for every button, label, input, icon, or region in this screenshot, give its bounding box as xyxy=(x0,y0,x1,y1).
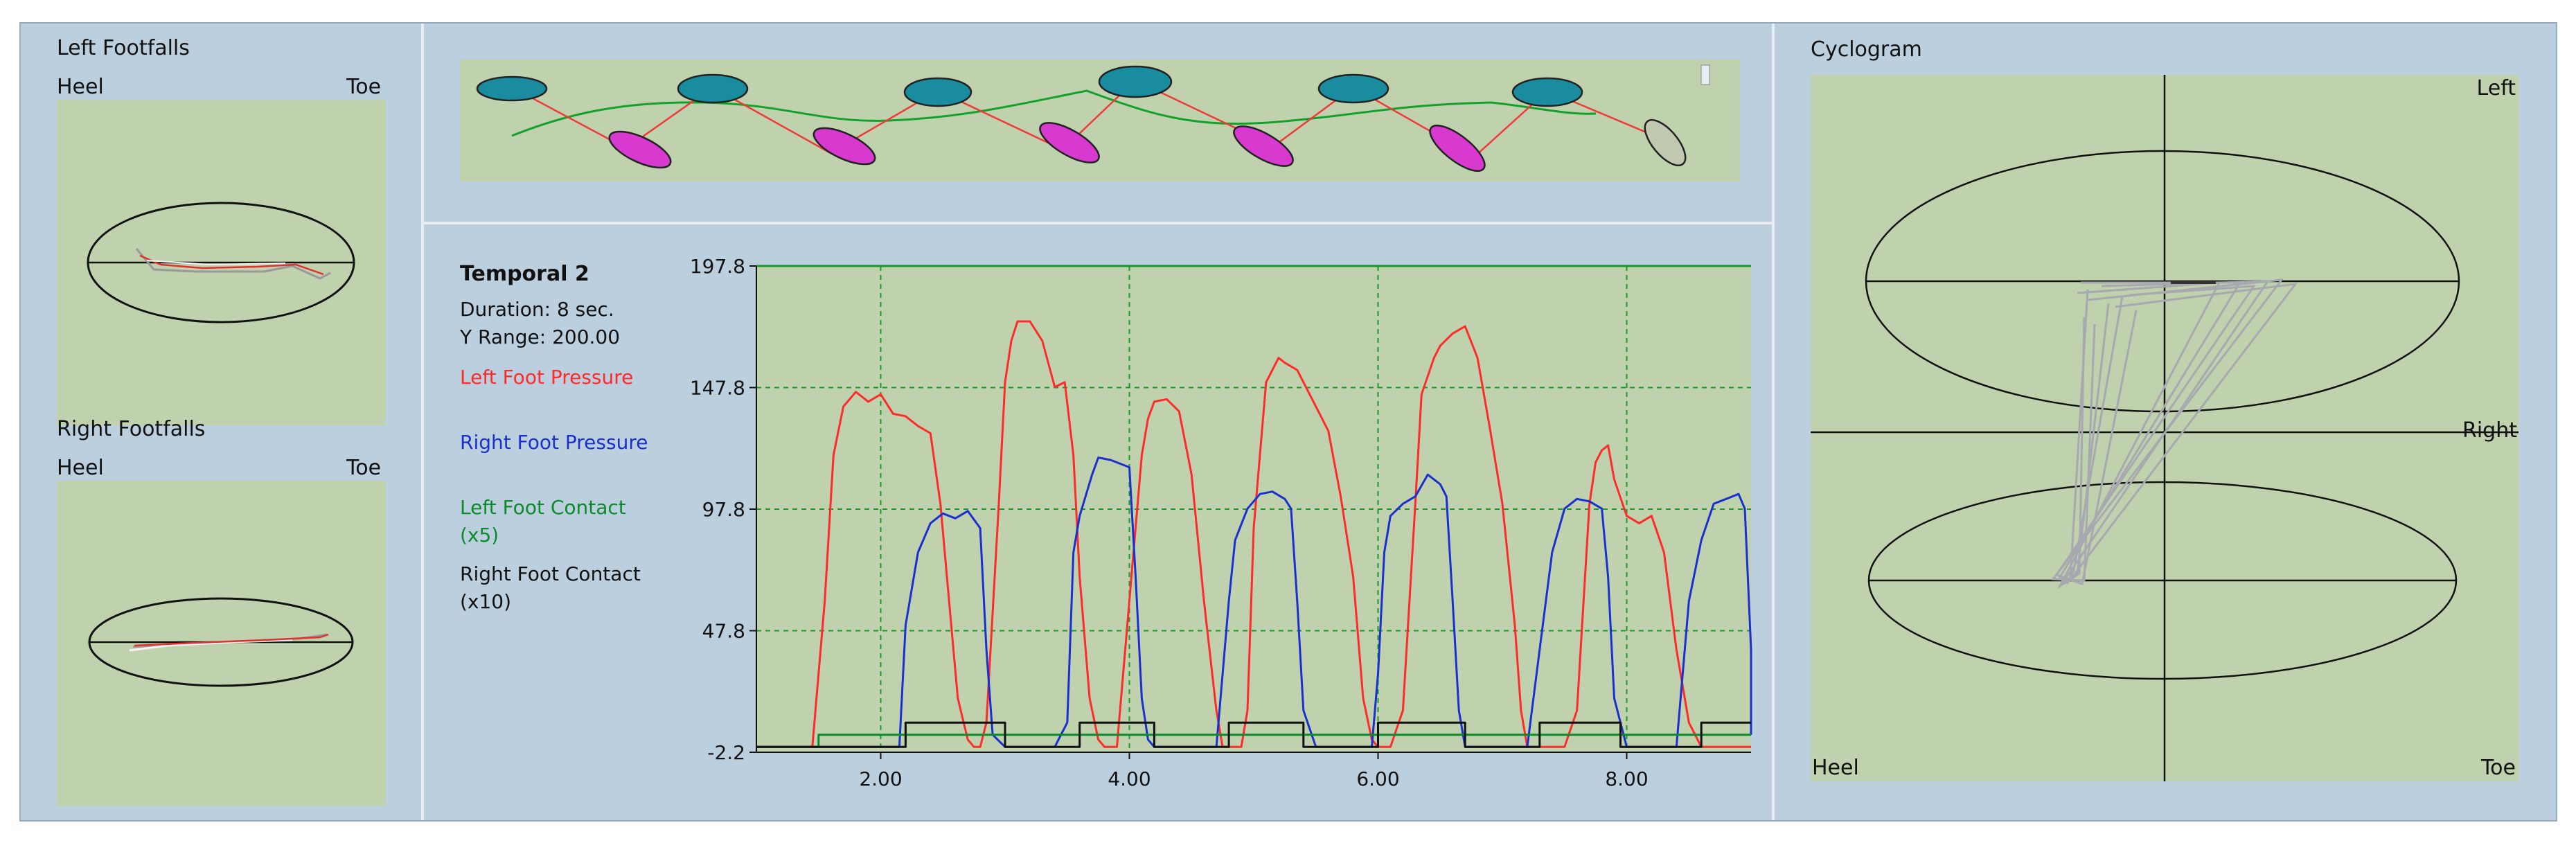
right-footfalls-title: Right Footfalls xyxy=(57,417,206,441)
x-tick-label: 6.00 xyxy=(1356,767,1399,790)
right-footprint xyxy=(1233,125,1294,167)
footfalls-panel: Left Footfalls Heel Toe Right Footfalls … xyxy=(21,24,421,820)
right-footprint xyxy=(1644,118,1687,167)
cyclogram-heel-label: Heel xyxy=(1812,756,1859,780)
y-tick-label: 147.8 xyxy=(690,377,745,400)
right-footfalls-heel-label: Heel xyxy=(57,456,104,480)
y-tick-label: 47.8 xyxy=(702,620,745,643)
temporal-series xyxy=(756,320,1752,748)
left-footfalls-heel-label: Heel xyxy=(57,75,104,99)
cyclogram-trace xyxy=(2066,283,2298,585)
legend-left-foot-contact: Left Foot Contact xyxy=(460,496,626,519)
temporal-panel: Temporal 2 Duration: 8 sec. Y Range: 200… xyxy=(424,224,1772,820)
cyclogram-toe-label: Toe xyxy=(2480,756,2516,780)
y-tick-label: -2.2 xyxy=(707,741,745,764)
temporal-chart[interactable]: -2.2 47.8 97.8 147.8 197.8 2.00 4.00 6.00 8.00 xyxy=(659,224,1768,820)
legend-right-foot-pressure: Right Foot Pressure xyxy=(460,431,648,454)
temporal-title: Temporal 2 xyxy=(460,262,589,286)
x-tick-label: 8.00 xyxy=(1605,767,1648,790)
left-footprint xyxy=(677,73,749,104)
y-tick-label: 197.8 xyxy=(690,255,745,278)
right-divider[interactable] xyxy=(1772,24,1775,820)
left-footfall-trace-gray xyxy=(135,248,331,280)
left-footprint xyxy=(1098,65,1173,98)
right-footfalls-plot[interactable] xyxy=(57,481,386,806)
left-footfalls-toe-label: Toe xyxy=(346,75,382,99)
footstep-path-plot[interactable] xyxy=(460,60,1740,181)
left-footfalls-canvas xyxy=(87,202,355,323)
temporal-grid xyxy=(756,265,1751,752)
right-footprint xyxy=(812,127,876,166)
x-tick-label: 2.00 xyxy=(859,767,902,790)
right-footfall-trace-white xyxy=(129,639,293,652)
legend-left-foot-contact-scale: (x5) xyxy=(460,524,499,547)
gait-analysis-window: Left Footfalls Heel Toe Right Footfalls … xyxy=(19,22,2557,822)
right-footprint xyxy=(1429,124,1486,172)
temporal-duration: Duration: 8 sec. xyxy=(460,298,614,321)
cyclogram-traces xyxy=(2051,278,2298,589)
left-footprints xyxy=(476,65,1583,107)
cyclogram-title: Cyclogram xyxy=(1811,37,1922,62)
left-footfall-trace-white xyxy=(146,260,286,266)
right-foot-contact-line xyxy=(756,721,1751,748)
left-footprint xyxy=(476,76,548,102)
left-footprint xyxy=(1317,73,1389,104)
right-footfalls-canvas xyxy=(88,597,354,687)
footstep-path-canvas xyxy=(476,64,1710,172)
footstep-path-panel xyxy=(424,24,1772,222)
left-footfalls-title: Left Footfalls xyxy=(57,36,190,60)
left-divider[interactable] xyxy=(421,24,424,820)
cyclogram-left-label: Left xyxy=(2476,76,2516,100)
cyclogram-right-label: Right xyxy=(2462,418,2517,443)
right-footfall-trace-red xyxy=(134,633,329,647)
right-footprints xyxy=(608,118,1687,172)
right-footprint xyxy=(608,130,672,169)
left-footfalls-plot[interactable] xyxy=(57,100,386,425)
cyclogram-trace xyxy=(2054,285,2256,585)
legend-right-foot-contact-scale: (x10) xyxy=(460,590,512,613)
right-footfalls-toe-label: Toe xyxy=(346,456,382,480)
y-tick-label: 97.8 xyxy=(702,498,745,521)
x-tick-label: 4.00 xyxy=(1108,767,1151,790)
left-footprint xyxy=(1511,77,1583,107)
legend-left-foot-pressure: Left Foot Pressure xyxy=(460,366,634,389)
strip-scroll-thumb xyxy=(1700,64,1710,85)
center-divider[interactable] xyxy=(424,222,1772,224)
cyclogram-canvas xyxy=(1811,75,2519,781)
temporal-y-range: Y Range: 200.00 xyxy=(460,326,621,348)
left-footprint xyxy=(903,77,972,107)
cyclogram-panel: Cyclogram Left Right xyxy=(1775,24,2556,820)
left-footfall-trace-red xyxy=(139,254,324,276)
cyclogram-plot[interactable]: Left Right Heel Toe xyxy=(1811,75,2519,781)
legend-right-foot-contact: Right Foot Contact xyxy=(460,562,641,585)
cyclogram-trace xyxy=(2057,281,2221,589)
temporal-axes: -2.2 47.8 97.8 147.8 197.8 2.00 4.00 6.00 8.00 xyxy=(690,255,1751,790)
right-footprint xyxy=(1039,122,1100,163)
